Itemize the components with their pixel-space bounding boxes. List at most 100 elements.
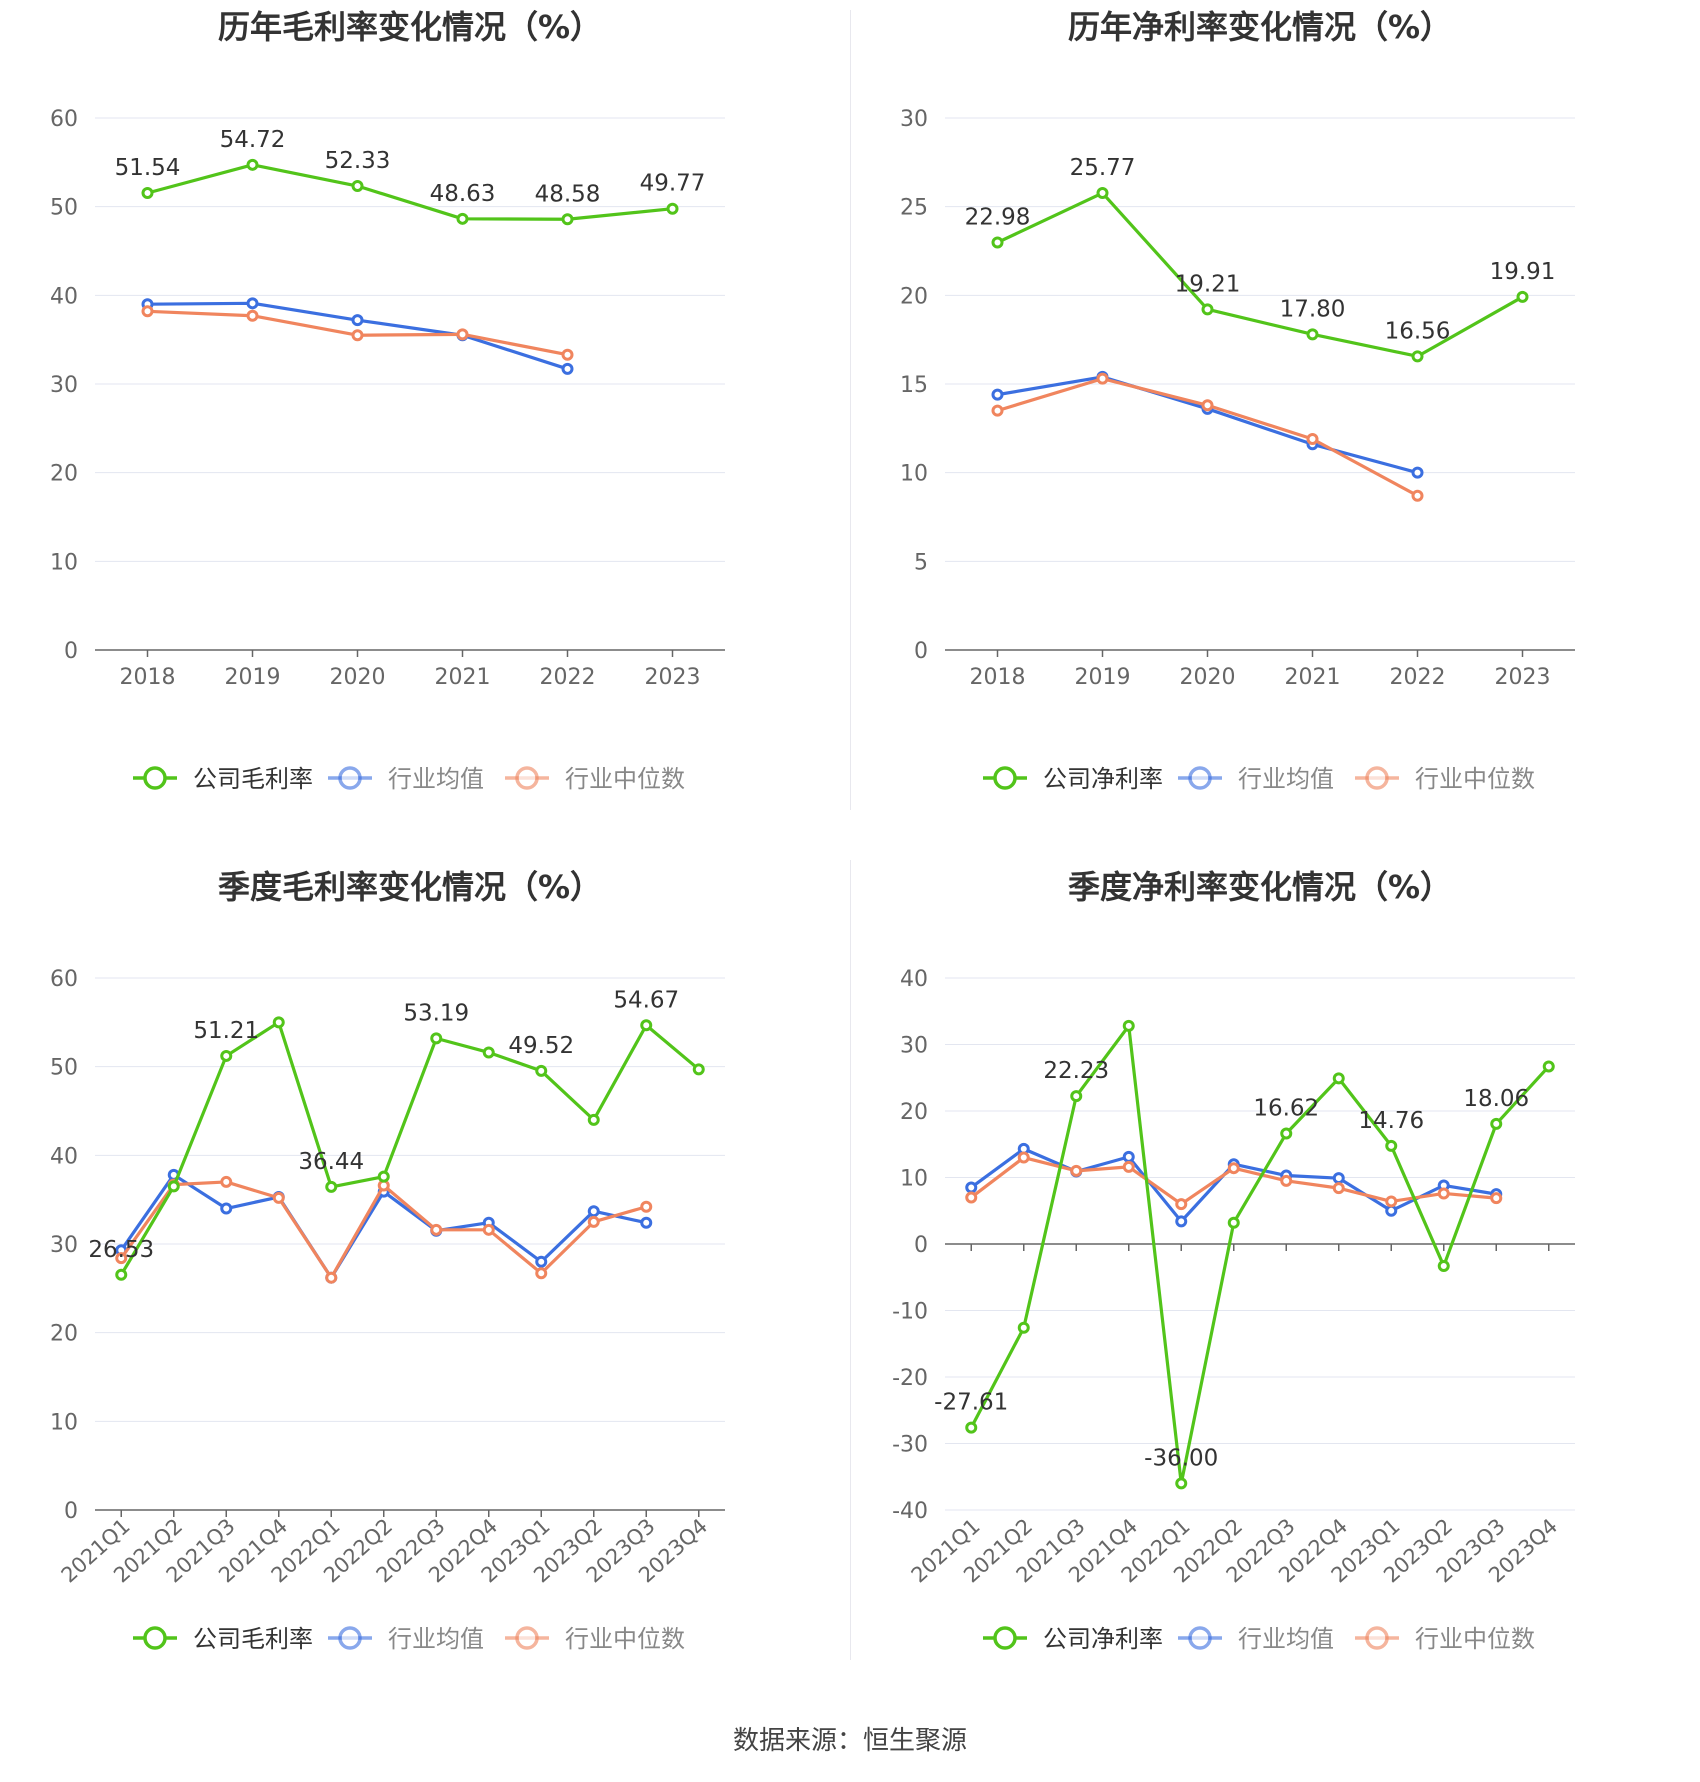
industry-average-series-point: [1332, 1172, 1345, 1185]
industry-median-series-point: [272, 1191, 285, 1204]
industry-median-series-point: [115, 1252, 128, 1265]
industry-median-series-point: [482, 1223, 495, 1236]
company-series-point: [351, 180, 364, 193]
company-series-point: [1017, 1321, 1030, 1334]
legend-label: 行业均值: [388, 765, 484, 793]
industry-median-series-point: [1411, 489, 1424, 502]
legend-label: 行业均值: [1238, 765, 1334, 793]
data-label: 36.44: [298, 1149, 364, 1175]
industry-median-series-point: [351, 329, 364, 342]
company-series-point: [640, 1019, 653, 1032]
y-tick-label: 15: [900, 373, 928, 398]
y-tick-label: 20: [900, 1100, 928, 1125]
industry-average-series-point: [1122, 1150, 1135, 1163]
legend-marker: [993, 1626, 1017, 1650]
industry-median-series-point: [991, 404, 1004, 417]
legend-item: 公司毛利率: [133, 765, 313, 793]
legend-marker: [1188, 766, 1212, 790]
legend-label: 公司净利率: [1043, 765, 1163, 793]
company-series-point: [1096, 187, 1109, 200]
company-series-point: [587, 1113, 600, 1126]
industry-median-series-line: [997, 377, 1419, 498]
industry-median-series-point: [220, 1175, 233, 1188]
legend-label: 行业中位数: [565, 765, 685, 793]
company-series-point: [1280, 1127, 1293, 1140]
y-tick-label: 5: [914, 550, 928, 575]
chart-title: 季度净利率变化情况（%）: [1068, 868, 1452, 906]
company-series-point: [1306, 328, 1319, 341]
industry-median-series-point: [1280, 1174, 1293, 1187]
y-tick-label: 30: [900, 107, 928, 132]
company-series-point: [1201, 303, 1214, 316]
legend-marker: [1365, 766, 1389, 790]
annual-gross-margin-svg: 历年毛利率变化情况（%） 0 10 20 30 40 50 60 2018 2019 2020 202…: [50, 8, 725, 793]
legend-marker: [143, 1626, 167, 1650]
chart-title: 季度毛利率变化情况（%）: [218, 868, 602, 906]
company-series-line: [119, 1020, 700, 1276]
annual-net-margin-svg: 历年净利率变化情况（%） 0 5 10 15 20 25 30 2018 2019 2020 2021…: [900, 8, 1575, 793]
legend-marker: [515, 1626, 539, 1650]
legend-item: 行业均值: [328, 1625, 484, 1653]
x-tick-label: 2018: [970, 665, 1026, 690]
industry-average-series-point: [220, 1202, 233, 1215]
company-series-point: [377, 1170, 390, 1183]
x-tick-label: 2018: [120, 665, 176, 690]
industry-median-series-point: [430, 1223, 443, 1236]
x-tick-label: 2019: [225, 665, 281, 690]
y-tick-label: 30: [50, 373, 78, 398]
y-tick-label: 20: [50, 1322, 78, 1347]
industry-median-series-point: [640, 1200, 653, 1213]
industry-median-series-point: [325, 1271, 338, 1284]
annual-gross-margin-chart: 历年毛利率变化情况（%） 0 10 20 30 40 50 60 2018 2019 2020 202…: [0, 0, 850, 860]
data-label: 51.21: [193, 1018, 259, 1044]
x-tick-label: 2020: [1180, 665, 1236, 690]
company-series-point: [220, 1049, 233, 1062]
industry-median-series-point: [1017, 1151, 1030, 1164]
company-series-point: [965, 1421, 978, 1434]
y-tick-label: 20: [900, 284, 928, 309]
company-series-point: [991, 236, 1004, 249]
data-label: 22.23: [1043, 1058, 1109, 1084]
quarterly-net-margin-chart: 季度净利率变化情况（%） -40 -30 -20 -10 0 10 20 30 40 2021Q1 2…: [850, 860, 1700, 1720]
company-series-point: [535, 1064, 548, 1077]
y-tick-label: 30: [900, 1034, 928, 1059]
y-tick-label: 60: [50, 107, 78, 132]
x-tick-label: 2021: [435, 665, 491, 690]
industry-median-series-point: [1175, 1198, 1188, 1211]
company-series-point: [692, 1063, 705, 1076]
data-label: 18.06: [1463, 1086, 1529, 1112]
data-label: -27.61: [934, 1390, 1008, 1416]
industry-average-series-point: [1385, 1204, 1398, 1217]
legend-label: 公司净利率: [1043, 1625, 1163, 1653]
company-series-point: [246, 158, 259, 171]
chart-title: 历年毛利率变化情况（%）: [218, 8, 602, 46]
data-label: 49.77: [640, 171, 706, 197]
data-label: 17.80: [1280, 296, 1346, 322]
data-label: 16.56: [1385, 318, 1451, 344]
y-tick-label: -10: [892, 1300, 928, 1325]
company-series-point: [456, 212, 469, 225]
company-series-point: [482, 1046, 495, 1059]
legend-label: 行业均值: [388, 1625, 484, 1653]
industry-median-series-point: [456, 328, 469, 341]
y-tick-label: 40: [50, 1144, 78, 1169]
x-tick-label: 2023: [645, 665, 701, 690]
legend-item: 行业中位数: [1355, 765, 1535, 793]
data-label: 54.67: [613, 987, 679, 1013]
industry-average-series-point: [561, 362, 574, 375]
data-label: 25.77: [1070, 155, 1136, 181]
y-tick-label: 60: [50, 967, 78, 992]
legend-label: 公司毛利率: [193, 765, 313, 793]
legend-marker: [1188, 1626, 1212, 1650]
legend-item: 行业中位数: [1355, 1625, 1535, 1653]
data-label: 48.63: [430, 181, 496, 207]
industry-average-series-point: [991, 388, 1004, 401]
company-series-point: [666, 202, 679, 215]
company-series-point: [1516, 290, 1529, 303]
legend-marker: [515, 766, 539, 790]
company-series-point: [1411, 350, 1424, 363]
industry-median-series-point: [1201, 399, 1214, 412]
y-tick-label: 10: [50, 550, 78, 575]
company-series-point: [1542, 1060, 1555, 1073]
legend-item: 行业均值: [1178, 1625, 1334, 1653]
